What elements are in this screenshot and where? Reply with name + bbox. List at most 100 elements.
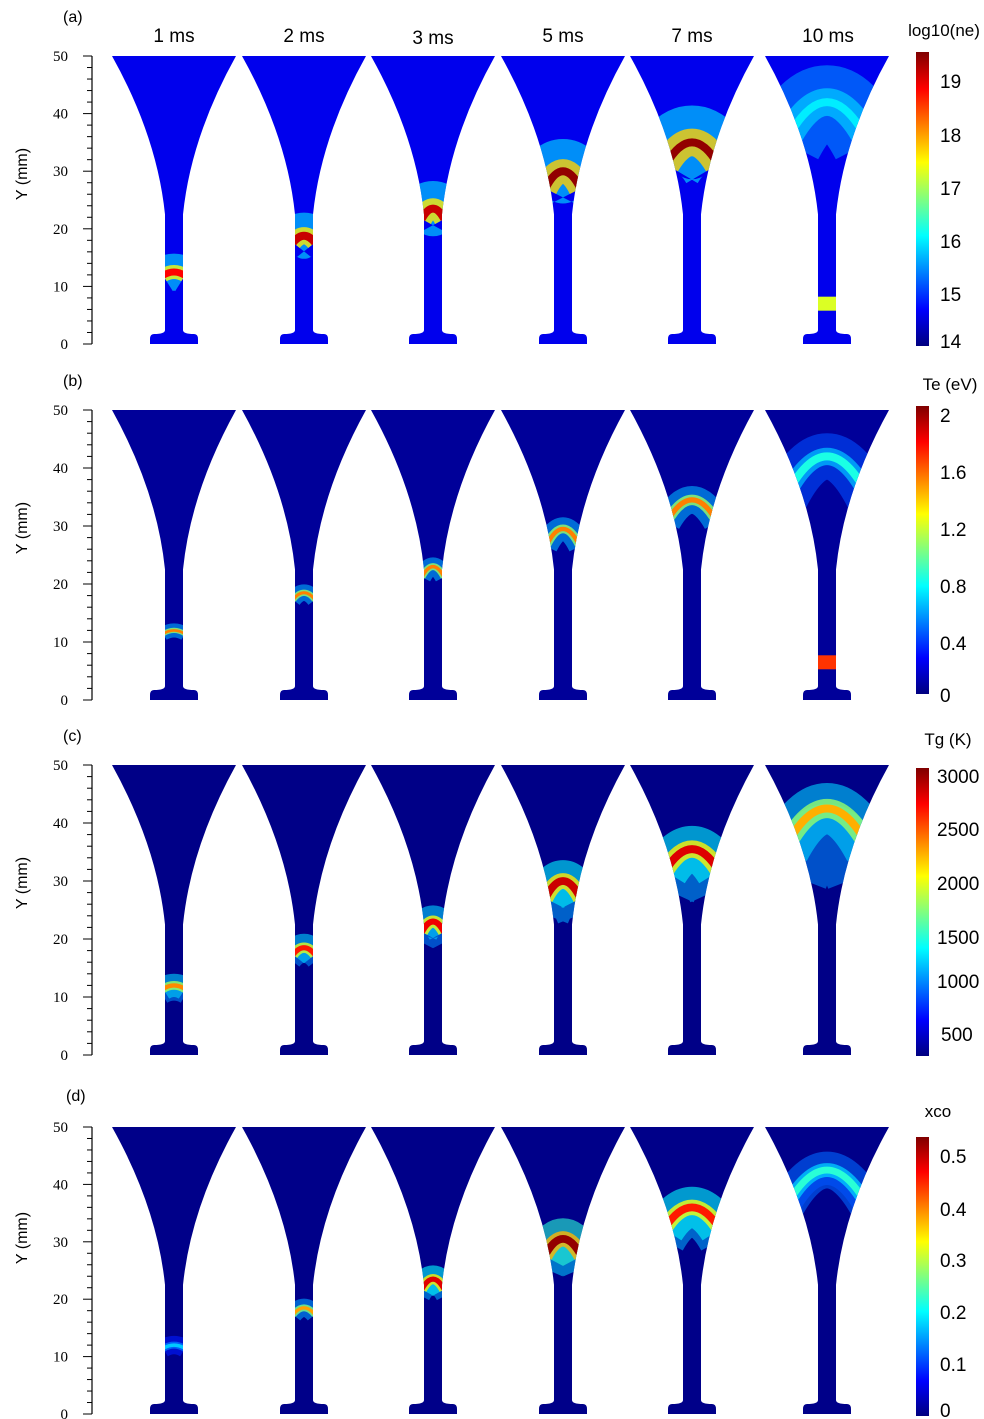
heatmap-column	[242, 410, 366, 700]
nozzle-shape	[765, 410, 889, 700]
colorbar-tick: 14	[940, 332, 962, 353]
colorbar-ticks: 0.5 0.4 0.3 0.2 0.1 0	[940, 1147, 967, 1419]
front-core	[161, 268, 187, 279]
nozzle-shape	[112, 765, 236, 1055]
nozzle-shape	[765, 56, 889, 344]
y-axis-label: Y (mm)	[14, 502, 31, 554]
heatmap-column	[242, 765, 366, 1055]
heatmap-column	[242, 56, 366, 344]
y-tick-label: 40	[53, 107, 68, 123]
heatmap-column	[765, 410, 889, 700]
colorbar-tick: 1500	[937, 928, 979, 949]
heatmap-column	[501, 56, 625, 344]
heatmap-column	[112, 56, 236, 344]
colorbar-tick: 1000	[937, 972, 979, 993]
heatmap-column	[112, 1127, 236, 1414]
y-tick-label: 20	[53, 932, 68, 948]
colorbar	[916, 52, 929, 346]
time-label: 5 ms	[542, 26, 583, 47]
nozzle-shape	[630, 56, 754, 344]
y-tick-label: 10	[53, 1350, 68, 1366]
panel-label: (a)	[63, 9, 83, 26]
colorbar-tick: 0.1	[940, 1355, 966, 1376]
colorbar-label: Tg (K)	[924, 730, 971, 749]
y-tick-label: 40	[53, 1177, 68, 1193]
y-tick-label: 30	[53, 1235, 68, 1251]
panel-a: (a) Y (mm) 0 10 20 30 40 50 log10(ne) 19 18 1…	[14, 9, 980, 353]
y-tick-label: 30	[53, 519, 68, 535]
heatmap-column	[765, 765, 889, 1055]
time-label: 2 ms	[283, 26, 324, 47]
y-tick-label: 0	[61, 1407, 69, 1419]
time-labels: 1 ms 2 ms 3 ms 5 ms 7 ms 10 ms	[153, 26, 853, 49]
y-tick-label: 10	[53, 635, 68, 651]
nozzle-shape	[242, 1127, 366, 1414]
y-tick-label: 50	[53, 1120, 68, 1136]
colorbar-tick: 2500	[937, 820, 979, 841]
colorbar-tick: 0.4	[940, 1200, 967, 1221]
heatmap-column	[765, 1127, 889, 1414]
colorbar-tick: 0.4	[940, 634, 967, 655]
colorbar-tick: 19	[940, 72, 961, 93]
colorbar-tick: 18	[940, 126, 961, 147]
nozzle-shape	[242, 410, 366, 700]
nozzle-shape	[371, 410, 495, 700]
colorbar-tick: 1.2	[940, 520, 966, 541]
y-tick-label: 30	[53, 164, 68, 180]
y-axis: 0 10 20 30 40 50	[53, 403, 93, 709]
nozzle-shape	[242, 56, 366, 344]
nozzle-shape	[112, 56, 236, 344]
y-tick-label: 0	[61, 337, 69, 353]
colorbar-ticks: 3000 2500 2000 1500 1000 500	[937, 767, 979, 1046]
colorbar-tick: 0	[940, 686, 951, 707]
heatmap-column	[371, 56, 495, 344]
colorbar-tick: 1.6	[940, 463, 966, 484]
y-tick-label: 0	[61, 693, 69, 709]
heatmap-column	[242, 1127, 366, 1414]
nozzle-shape	[765, 1127, 889, 1414]
nozzle-shape	[630, 410, 754, 700]
tube-band	[817, 296, 837, 311]
y-axis: 0 10 20 30 40 50	[53, 1120, 93, 1419]
heatmap-column	[501, 1127, 625, 1414]
panel-c: (c) Y (mm) 0 10 20 30 40 50 Tg (K) 3000 2500 …	[14, 728, 979, 1064]
y-axis: 0 10 20 30 40 50	[53, 758, 93, 1064]
heatmap-column	[630, 410, 754, 700]
heatmap-column	[630, 56, 754, 344]
heatmap-column	[630, 765, 754, 1055]
colorbar	[916, 406, 929, 694]
colorbar-tick: 0.5	[940, 1147, 966, 1168]
colorbar	[916, 768, 929, 1056]
y-tick-label: 40	[53, 461, 68, 477]
colorbar-tick: 3000	[937, 767, 979, 788]
colorbar-tick: 0.8	[940, 577, 966, 598]
heatmap-column	[112, 765, 236, 1055]
heatmap-column	[371, 1127, 495, 1414]
colorbar-tick: 16	[940, 232, 961, 253]
heatmap-columns	[112, 410, 889, 700]
colorbar-tick: 0	[940, 1401, 951, 1419]
nozzle-shape	[242, 765, 366, 1055]
colorbar-tick: 15	[940, 285, 961, 306]
colorbar-tick: 0.2	[940, 1303, 966, 1324]
panel-label: (c)	[63, 728, 82, 745]
y-tick-label: 20	[53, 222, 68, 238]
nozzle-shape	[112, 410, 236, 700]
nozzle-shape	[630, 765, 754, 1055]
y-axis-label: Y (mm)	[14, 1212, 31, 1264]
y-axis-label: Y (mm)	[14, 148, 31, 200]
tube-band	[817, 655, 837, 670]
y-tick-label: 50	[53, 758, 68, 774]
heatmap-column	[501, 410, 625, 700]
time-label: 1 ms	[153, 26, 194, 47]
colorbar	[916, 1137, 929, 1416]
heatmap-columns	[112, 56, 889, 344]
y-axis-label: Y (mm)	[14, 857, 31, 909]
colorbar-tick: 500	[941, 1025, 973, 1046]
panel-d: (d) Y (mm) 0 10 20 30 40 50 xco 0.5 0.4 0.3 0…	[14, 1088, 967, 1419]
heatmap-column	[371, 410, 495, 700]
y-tick-label: 10	[53, 990, 68, 1006]
panel-label: (d)	[66, 1088, 86, 1105]
